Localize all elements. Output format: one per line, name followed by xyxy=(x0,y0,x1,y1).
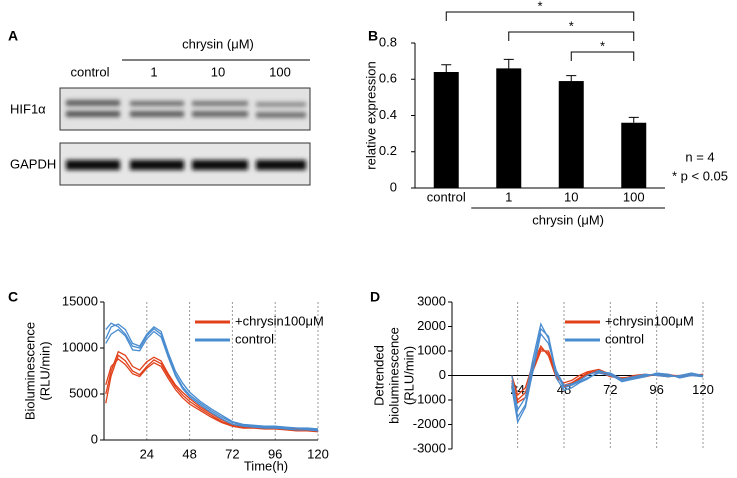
line xyxy=(105,358,319,433)
panel-label: A xyxy=(8,28,18,44)
bar xyxy=(496,68,522,188)
bar xyxy=(433,72,459,188)
line xyxy=(105,322,319,431)
blot-hif1a xyxy=(59,87,311,131)
bar xyxy=(558,81,584,188)
treatment-label: chrysin (μM) xyxy=(182,36,254,51)
panel-label: D xyxy=(370,289,380,305)
y-tick-label: 2000 xyxy=(417,318,446,333)
y-tick-label: -1000 xyxy=(413,391,446,406)
error-bar xyxy=(441,64,452,72)
significance-bracket xyxy=(445,11,635,21)
line xyxy=(511,327,704,419)
error-bar xyxy=(503,58,514,69)
y-axis-label: relative expression xyxy=(363,61,378,169)
lane-label: control xyxy=(70,64,109,79)
y-tick-label: 0.6 xyxy=(379,71,397,86)
y-axis-label: bioluminescence xyxy=(386,327,401,424)
y-axis-label: Bioluminescence xyxy=(22,322,37,420)
significance-label: * xyxy=(537,0,542,13)
y-tick-label: 0.4 xyxy=(379,107,397,122)
significance-bracket xyxy=(508,31,635,41)
x-axis-label: Time(h) xyxy=(244,458,288,473)
lane-label: 1 xyxy=(150,64,157,79)
x-tick-label: 120 xyxy=(307,446,329,461)
y-tick-label: 0.8 xyxy=(379,34,397,49)
y-tick-label: 10000 xyxy=(62,339,98,354)
row-label: GAPDH xyxy=(10,156,56,171)
x-tick-label: 72 xyxy=(225,446,239,461)
lane-label: 100 xyxy=(269,64,291,79)
x-tick-label: control xyxy=(427,189,466,204)
bar xyxy=(621,122,647,188)
y-tick-label: 0 xyxy=(439,367,446,382)
x-tick-label: 48 xyxy=(182,446,196,461)
line xyxy=(105,323,319,430)
panel-label: C xyxy=(8,289,18,305)
row-label: HIF1α xyxy=(10,101,46,116)
blot-gapdh xyxy=(59,142,311,186)
lane-label: 10 xyxy=(211,64,225,79)
error-bar xyxy=(566,75,577,82)
y-tick-label: 0.2 xyxy=(379,143,397,158)
legend-label: +chrysin100μM xyxy=(605,313,694,328)
y-axis-label: (RLU/min) xyxy=(401,346,416,405)
y-tick-label: 5000 xyxy=(69,385,98,400)
y-tick-label: 3000 xyxy=(417,293,446,308)
error-bar xyxy=(628,116,639,123)
y-tick-label: 0 xyxy=(390,179,397,194)
legend-label: control xyxy=(235,331,274,346)
significance-bracket xyxy=(570,51,635,61)
note: n = 4 xyxy=(685,149,714,164)
group-label: chrysin (μM) xyxy=(532,212,604,227)
legend-label: +chrysin100μM xyxy=(235,313,324,328)
y-tick-label: 15000 xyxy=(62,293,98,308)
y-tick-label: -2000 xyxy=(413,416,446,431)
significance-label: * xyxy=(600,38,605,53)
x-tick-label: 10 xyxy=(564,189,578,204)
x-tick-label: 100 xyxy=(623,189,645,204)
y-tick-label: 1000 xyxy=(417,342,446,357)
x-tick-label: 72 xyxy=(603,382,617,397)
y-tick-label: 0 xyxy=(91,431,98,446)
x-tick-label: 120 xyxy=(692,382,714,397)
legend-label: control xyxy=(605,331,644,346)
line xyxy=(105,328,319,432)
significance-label: * xyxy=(569,18,574,33)
x-tick-label: 1 xyxy=(505,189,512,204)
y-axis-label: (RLU/min) xyxy=(37,341,52,400)
x-tick-label: 96 xyxy=(649,382,663,397)
y-tick-label: -3000 xyxy=(413,440,446,455)
note: * p < 0.05 xyxy=(672,168,728,183)
line xyxy=(105,354,319,432)
x-tick-label: 24 xyxy=(140,446,154,461)
line xyxy=(511,322,704,412)
x-tick-label: 96 xyxy=(268,446,282,461)
panel-label: B xyxy=(368,28,378,44)
y-axis-label: Detrended xyxy=(371,345,386,406)
line xyxy=(511,332,704,425)
